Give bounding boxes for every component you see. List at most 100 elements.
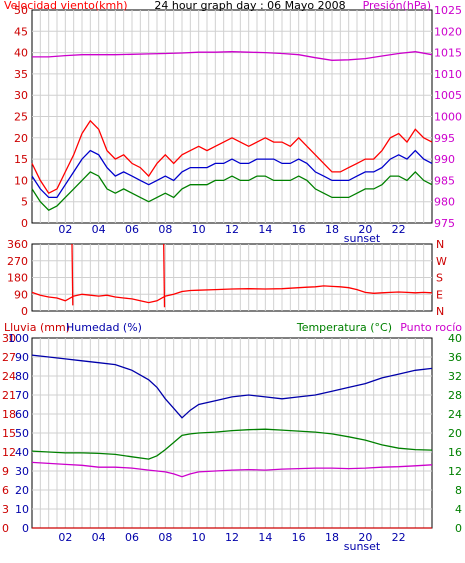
- wind-left-axis: 0 5 10 15 20 25 30 35 40 45 50: [14, 4, 28, 230]
- rain-y-tick-label: 6: [2, 484, 9, 497]
- direction-series: [31, 243, 433, 308]
- rain-y-tick-label: 3: [2, 503, 9, 516]
- climate-series: [31, 354, 433, 529]
- direction-compass-label: N: [436, 238, 444, 251]
- climate-sunset-marker: sunset: [344, 540, 381, 553]
- x-tick-label: 08: [158, 531, 172, 544]
- rain-y-tick-label: 9: [2, 465, 9, 478]
- x-tick-label: 06: [125, 531, 139, 544]
- x-tick-label: 20: [358, 223, 372, 236]
- pressure-y-tick-label: 1000: [434, 111, 462, 124]
- pressure-line: [32, 51, 433, 61]
- humidity-y-tick-label: 30: [15, 465, 29, 478]
- wind-sunset-marker: sunset: [344, 232, 381, 245]
- dew-point-y-label: Punto rocío: [400, 321, 462, 334]
- pressure-y-tick-label: 975: [434, 217, 455, 230]
- temperature-y-tick-label: 28: [448, 389, 462, 402]
- wind-grid: [32, 10, 432, 223]
- temperature-y-label: Temperatura (°C): [296, 321, 392, 334]
- humidity-y-tick-label: 70: [15, 389, 29, 402]
- wind-y-tick-label: 20: [14, 132, 28, 145]
- direction-y-tick-label: 0: [21, 305, 28, 318]
- x-tick-label: 02: [58, 223, 72, 236]
- temperature-y-tick-label: 40: [448, 332, 462, 345]
- wind-average-line: [31, 149, 433, 199]
- x-tick-label: 12: [225, 531, 239, 544]
- x-tick-label: 14: [258, 531, 272, 544]
- temperature-line: [31, 428, 433, 460]
- wind-chart-title: 24 hour graph day : 06 Mayo 2008: [154, 0, 345, 12]
- wind-x-axis: 02 04 06 08 10 12 14 16 18 20 22: [58, 223, 405, 236]
- wind-y-tick-label: 40: [14, 47, 28, 60]
- wind-direction-spike: [163, 243, 166, 308]
- direction-compass-label: N: [436, 305, 444, 318]
- temperature-y-tick-label: 32: [448, 370, 462, 383]
- temperature-y-tick-label: 4: [455, 503, 462, 516]
- humidity-y-tick-label: 0: [22, 522, 29, 535]
- x-tick-label: 10: [192, 531, 206, 544]
- pressure-y-tick-label: 990: [434, 153, 455, 166]
- climate-x-axis: 02 04 06 08 10 12 14 16 18 20 22: [58, 531, 405, 544]
- direction-compass-label: S: [436, 272, 443, 285]
- wind-y-tick-label: 25: [14, 111, 28, 124]
- wind-direction-line: [31, 285, 433, 304]
- humidity-y-tick-label: 80: [15, 370, 29, 383]
- temperature-y-tick-label: 16: [448, 446, 462, 459]
- x-tick-label: 18: [325, 223, 339, 236]
- rain-axis: 0 3 6 9 12 15 18 21 24 27 30: [2, 332, 16, 535]
- direction-left-axis: 0 90 180 270 360: [7, 238, 28, 318]
- humidity-y-tick-label: 50: [15, 427, 29, 440]
- rain-y-tick-label: 21: [2, 389, 16, 402]
- direction-y-tick-label: 270: [7, 255, 28, 268]
- humidity-line: [31, 354, 433, 419]
- x-tick-label: 10: [192, 223, 206, 236]
- x-tick-label: 06: [125, 223, 139, 236]
- temperature-y-tick-label: 12: [448, 465, 462, 478]
- humidity-y-tick-label: 60: [15, 408, 29, 421]
- temperature-y-tick-label: 0: [455, 522, 462, 535]
- pressure-y-tick-label: 1005: [434, 89, 462, 102]
- wind-y-tick-label: 30: [14, 89, 28, 102]
- direction-y-tick-label: 180: [7, 272, 28, 285]
- x-tick-label: 02: [58, 531, 72, 544]
- humidity-y-tick-label: 100: [8, 332, 29, 345]
- wind-y-tick-label: 45: [14, 25, 28, 38]
- pressure-y-tick-label: 1010: [434, 68, 462, 81]
- rain-y-tick-label: 27: [2, 351, 16, 364]
- humidity-y-tick-label: 20: [15, 484, 29, 497]
- wind-y-tick-label: 35: [14, 68, 28, 81]
- dew-point-line: [31, 461, 433, 478]
- direction-compass-label: E: [436, 288, 443, 301]
- wind-gust-line: [31, 119, 433, 195]
- pressure-y-tick-label: 980: [434, 196, 455, 209]
- direction-y-tick-label: 360: [7, 238, 28, 251]
- x-tick-label: 04: [92, 223, 106, 236]
- temperature-axis: 0 4 8 12 16 20 24 28 32 36 40: [448, 332, 462, 535]
- rain-y-label: Lluvia (mm): [4, 321, 70, 334]
- temperature-y-tick-label: 36: [448, 351, 462, 364]
- wind-y-tick-label: 5: [21, 196, 28, 209]
- x-tick-label: 04: [92, 531, 106, 544]
- wind-right-axis: 975 980 985 990 995 1000 1005 1010 1015 1020 1025: [434, 4, 462, 230]
- wind-speed-line: [31, 170, 433, 211]
- pressure-y-tick-label: 1015: [434, 47, 462, 60]
- pressure-y-tick-label: 995: [434, 132, 455, 145]
- direction-y-tick-label: 90: [14, 288, 28, 301]
- temperature-y-tick-label: 8: [455, 484, 462, 497]
- wind-y-tick-label: 10: [14, 174, 28, 187]
- direction-compass-label: W: [436, 255, 447, 268]
- pressure-y-tick-label: 985: [434, 174, 455, 187]
- humidity-y-tick-label: 40: [15, 446, 29, 459]
- rain-y-tick-label: 24: [2, 370, 16, 383]
- rain-y-tick-label: 0: [2, 522, 9, 535]
- temperature-y-tick-label: 24: [448, 408, 462, 421]
- wind-direction-spike: [71, 243, 74, 306]
- x-tick-label: 20: [358, 531, 372, 544]
- humidity-y-tick-label: 10: [15, 503, 29, 516]
- pressure-y-tick-label: 1025: [434, 4, 462, 17]
- rain-y-tick-label: 15: [2, 427, 16, 440]
